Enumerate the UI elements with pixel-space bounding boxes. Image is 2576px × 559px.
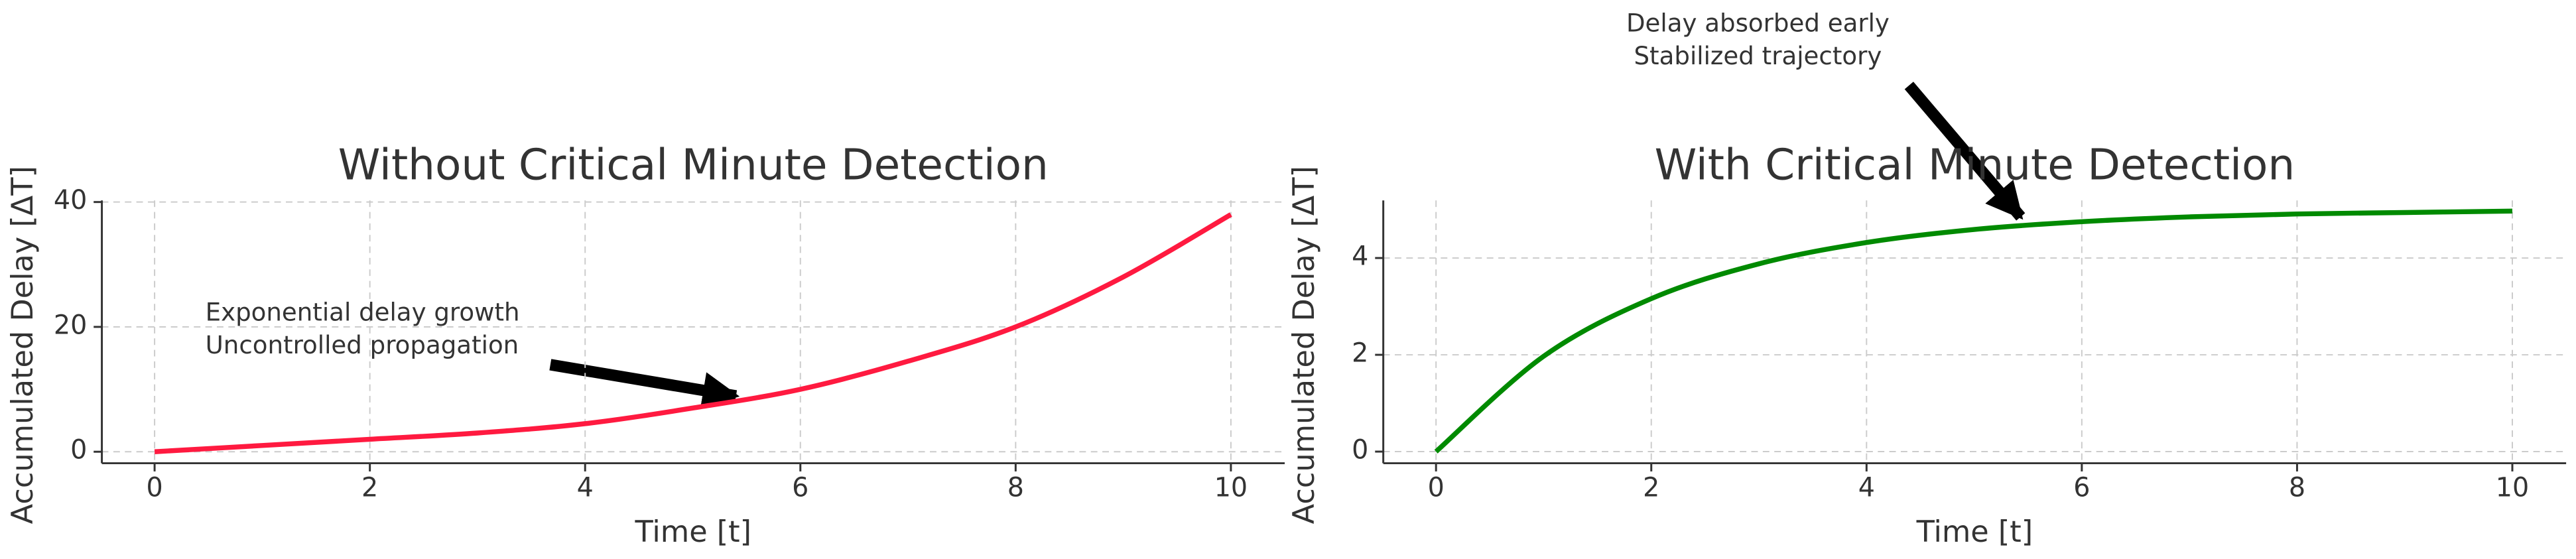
annotation-arrow	[1904, 82, 2026, 221]
chart-title: Without Critical Minute Detection	[338, 140, 1049, 190]
y-axis-label: Accumulated Delay [ΔT]	[5, 166, 40, 524]
x-tick-label: 4	[1858, 473, 1875, 503]
x-tick-label: 10	[2496, 473, 2529, 503]
x-tick-label: 0	[1428, 473, 1445, 503]
y-axis-label: Accumulated Delay [ΔT]	[1287, 166, 1321, 524]
data-line	[154, 212, 1232, 454]
annotation-text: Exponential delay growth	[206, 298, 520, 327]
x-tick-label: 2	[1643, 473, 1659, 503]
x-tick-label: 10	[1214, 473, 1248, 503]
x-axis-label: Time [t]	[1916, 515, 2033, 549]
y-tick-label: 2	[1352, 338, 1368, 369]
annotation-arrow	[549, 359, 740, 409]
annotation-text: Stabilized trajectory	[1634, 42, 1882, 70]
x-tick-label: 8	[1007, 473, 1024, 503]
data-line	[1434, 208, 2513, 454]
y-tick-label: 20	[54, 310, 87, 340]
annotation-text: Delay absorbed early	[1626, 9, 1890, 38]
x-tick-label: 6	[792, 473, 808, 503]
annotation-text: Uncontrolled propagation	[206, 331, 519, 359]
x-tick-label: 4	[577, 473, 594, 503]
y-tick-label: 40	[54, 185, 87, 216]
x-tick-label: 8	[2289, 473, 2305, 503]
y-tick-label: 0	[70, 435, 87, 466]
chart-title: With Critical Minute Detection	[1655, 140, 2295, 190]
x-tick-label: 6	[2073, 473, 2090, 503]
y-tick-label: 4	[1352, 241, 1368, 272]
x-axis-label: Time [t]	[635, 515, 752, 549]
x-tick-label: 2	[361, 473, 378, 503]
x-tick-label: 0	[146, 473, 162, 503]
y-tick-label: 0	[1352, 435, 1368, 466]
